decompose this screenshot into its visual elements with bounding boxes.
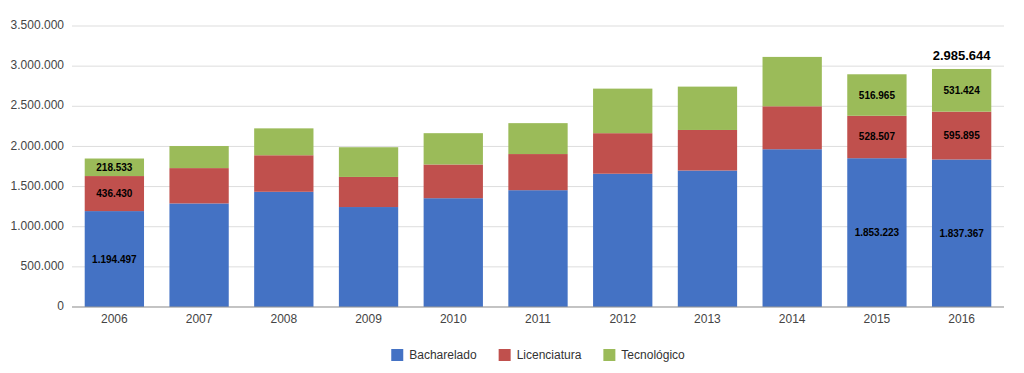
y-tick-label: 1.000.000 (11, 219, 65, 233)
bar-segment (85, 159, 144, 177)
legend-label: Tecnológico (621, 348, 685, 362)
y-tick-label: 2.500.000 (11, 98, 65, 112)
bar-segment (169, 168, 228, 203)
bar-segment (254, 128, 313, 155)
x-tick-label: 2007 (186, 312, 213, 326)
bar-segment (424, 133, 483, 164)
data-label: 1.853.223 (855, 227, 900, 238)
grid-line (72, 66, 1004, 67)
bar-segment (254, 192, 313, 307)
x-tick-label: 2012 (609, 312, 636, 326)
bar-segment (169, 146, 228, 168)
y-tick-label: 1.500.000 (11, 179, 65, 193)
legend: Bacharelado Licenciatura Tecnológico (391, 348, 685, 362)
bar-segment (932, 159, 991, 307)
bar-segment (85, 211, 144, 307)
bar-segment (508, 123, 567, 154)
y-tick-label: 500.000 (21, 259, 65, 273)
grid (72, 26, 1004, 307)
bar-segment (508, 154, 567, 190)
bars (85, 57, 992, 307)
bar-segment (763, 57, 822, 106)
legend-swatch (391, 349, 403, 361)
bar-segment (85, 176, 144, 211)
bar-segment (678, 171, 737, 307)
bar-segment (847, 74, 906, 116)
x-tick-label: 2014 (779, 312, 806, 326)
bar-segment (593, 133, 652, 174)
grid-line (72, 26, 1004, 27)
data-label: 1.837.367 (939, 228, 984, 239)
y-tick-label: 0 (57, 299, 64, 313)
data-label: 1.194.497 (92, 254, 137, 265)
bar-segment (593, 174, 652, 307)
chart: 0 500.000 1.000.000 1.500.000 2.000.000 2.500… (0, 0, 1024, 373)
bar-segment (678, 130, 737, 171)
bar-segment (424, 164, 483, 198)
x-tick-label: 2008 (270, 312, 297, 326)
x-tick-label: 2015 (864, 312, 891, 326)
legend-swatch (603, 349, 615, 361)
y-axis: 0 500.000 1.000.000 1.500.000 2.000.000 2.500… (11, 18, 65, 313)
legend-item: Tecnológico (603, 348, 685, 362)
bar-segment (847, 158, 906, 307)
data-label: 218.533 (96, 162, 133, 173)
legend-item: Licenciatura (499, 348, 582, 362)
legend-label: Bacharelado (409, 348, 477, 362)
x-tick-label: 2016 (948, 312, 975, 326)
data-label: 531.424 (944, 85, 981, 96)
x-tick-label: 2013 (694, 312, 721, 326)
bar-segment (339, 147, 398, 177)
data-label: 436.430 (96, 188, 133, 199)
bar-segment (763, 106, 822, 149)
legend-swatch (499, 349, 511, 361)
x-tick-label: 2009 (355, 312, 382, 326)
grid-line (72, 307, 1004, 308)
bar-segment (932, 69, 991, 112)
x-tick-label: 2011 (525, 312, 551, 326)
bar-segment (339, 207, 398, 307)
bar-segment (593, 89, 652, 134)
y-tick-label: 2.000.000 (11, 139, 65, 153)
bar-segment (932, 112, 991, 160)
bar-segment (678, 87, 737, 130)
data-label: 595.895 (944, 130, 981, 141)
bar-segment (169, 203, 228, 307)
bar-segment (763, 149, 822, 307)
legend-item: Bacharelado (391, 348, 477, 362)
y-tick-label: 3.500.000 (11, 18, 65, 32)
x-tick-label: 2006 (101, 312, 128, 326)
bar-segment (424, 198, 483, 307)
x-axis: 2006 2007 2008 2009 2010 2011 2012 2013 2014 2015… (101, 312, 975, 326)
data-labels: 1.194.497 1.853.223 1.837.367 436.430 528.50… (92, 85, 984, 265)
bar-segment (339, 177, 398, 207)
bar-segment (847, 116, 906, 158)
bar-segment (508, 190, 567, 307)
data-label: 516.965 (859, 90, 896, 101)
x-tick-label: 2010 (440, 312, 467, 326)
y-tick-label: 3.000.000 (11, 58, 65, 72)
x-axis-line (72, 307, 1004, 308)
bar-segment (254, 155, 313, 192)
legend-label: Licenciatura (517, 348, 582, 362)
data-label: 528.507 (859, 131, 896, 142)
annotation: 2.985.644 (933, 48, 992, 63)
